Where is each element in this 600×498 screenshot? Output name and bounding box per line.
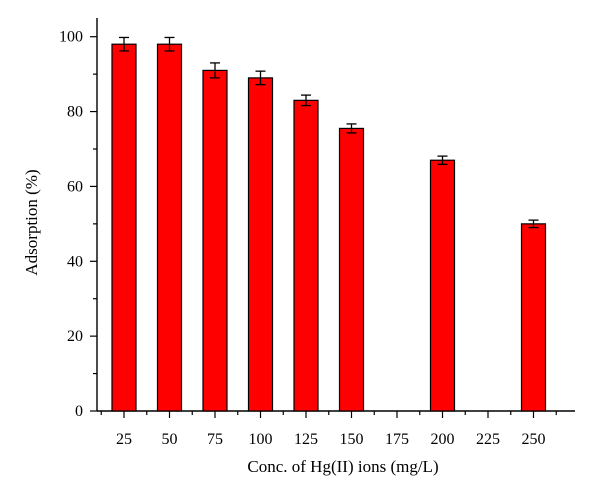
x-tick-label: 175 [385,431,409,448]
bar [520,223,547,412]
y-tick-label: 80 [67,104,83,121]
tick-labels: 0 20 40 60 80 100 25 50 75 100 125 150 175 200 225 250 [59,29,546,448]
bar [247,77,274,412]
x-tick-label: 150 [340,431,364,448]
bar [202,69,228,412]
bar [156,43,183,412]
x-tick-label: 50 [162,431,178,448]
x-tick-label: 100 [249,431,273,448]
y-tick-label: 0 [75,403,83,420]
y-axis-title: Adsorption (%) [22,169,41,275]
y-tick-label: 100 [59,29,83,46]
bar [111,43,137,412]
bar [429,159,456,412]
y-tick-label: 40 [67,253,83,270]
x-tick-label: 250 [522,431,546,448]
y-tick-label: 20 [67,328,83,345]
bar [293,99,319,412]
bars [111,36,547,412]
x-tick-label: 200 [431,431,455,448]
x-tick-label: 225 [476,431,500,448]
x-tick-label: 125 [294,431,318,448]
x-axis-title: Conc. of Hg(II) ions (mg/L) [247,457,438,476]
bar [338,127,365,412]
y-tick-label: 60 [67,178,83,195]
x-tick-label: 25 [116,431,132,448]
x-tick-label: 75 [207,431,223,448]
